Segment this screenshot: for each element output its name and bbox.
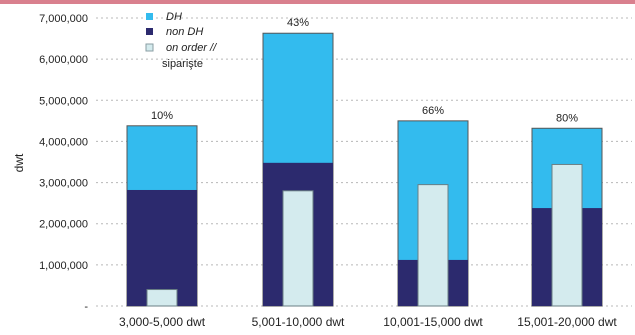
percent-label: 80%: [556, 112, 578, 124]
y-tick-label: 3,000,000: [39, 178, 88, 190]
label-layer: - 1,000,000 2,000,000 3,000,000 4,000,000 5,0…: [39, 13, 617, 329]
percent-label: 43%: [287, 17, 309, 29]
legend-swatch: [146, 28, 153, 35]
bar-layer: [126, 32, 603, 307]
legend-label: on order //: [166, 42, 217, 54]
legend-swatch: [145, 43, 154, 52]
percent-label: 10%: [151, 110, 173, 122]
x-category-label: 5,001-10,000 dwt: [252, 315, 345, 329]
y-tick-label: 4,000,000: [39, 136, 88, 148]
bar-on-order: [146, 289, 178, 307]
top-band: [0, 0, 635, 4]
legend-swatch: [146, 13, 153, 20]
x-category-label: 15,001-20,000 dwt: [517, 315, 617, 329]
y-tick-label: 5,000,000: [39, 95, 88, 107]
y-tick-label: 7,000,000: [39, 13, 88, 25]
bar-on-order: [551, 163, 583, 307]
percent-label: 66%: [422, 105, 444, 117]
x-category-label: 10,001-15,000 dwt: [383, 315, 483, 329]
legend-label-line2: siparişte: [162, 58, 203, 70]
legend-label: non DH: [166, 26, 203, 38]
legend: DH non DH on order // siparişte: [145, 11, 217, 70]
x-category-label: 3,000-5,000 dwt: [119, 315, 206, 329]
y-axis-title: dwt: [12, 153, 26, 172]
legend-label: DH: [166, 11, 182, 23]
bar-on-order: [417, 184, 449, 307]
y-tick-label: -: [84, 301, 88, 313]
y-tick-label: 1,000,000: [39, 260, 88, 272]
y-tick-label: 2,000,000: [39, 219, 88, 231]
bar-on-order: [282, 190, 314, 307]
bar-non-dh: [127, 189, 197, 306]
y-tick-label: 6,000,000: [39, 54, 88, 66]
